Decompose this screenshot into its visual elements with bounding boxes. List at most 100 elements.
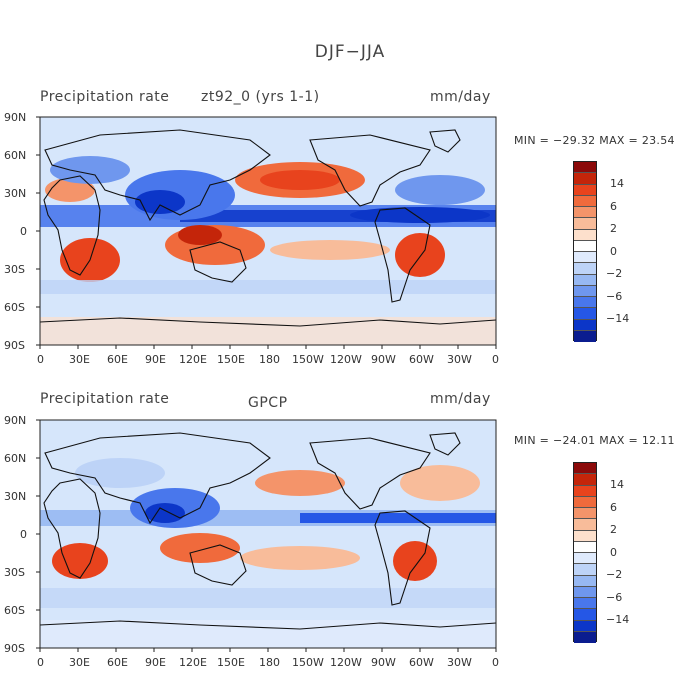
- colorbar-swatch: [574, 553, 596, 565]
- top-lon-label-120w: 120W: [330, 353, 362, 366]
- bottom-lon-label-0-end: 0: [492, 656, 499, 669]
- colorbar-swatch: [574, 485, 596, 497]
- top-panel-variable-label: Precipitation rate: [40, 89, 170, 105]
- bottom-tick-marks: [36, 419, 497, 652]
- colorbar-swatch: [574, 274, 596, 286]
- top-panel-case-label: zt92_0 (yrs 1-1): [201, 89, 320, 105]
- bottom-lon-label-60w: 60W: [409, 656, 434, 669]
- bottom-colorbar-label-m2: −2: [606, 568, 623, 581]
- bottom-colorbar-label-14: 14: [610, 478, 624, 491]
- colorbar-swatch: [574, 631, 596, 643]
- top-lon-label-0-end: 0: [492, 353, 499, 366]
- top-lon-label-30e: 30E: [69, 353, 90, 366]
- top-lat-label-60n: 60N: [4, 149, 27, 162]
- top-lon-label-0: 0: [37, 353, 44, 366]
- top-lon-label-30w: 30W: [447, 353, 472, 366]
- bottom-lon-label-120e: 120E: [179, 656, 207, 669]
- top-lon-label-60e: 60E: [107, 353, 128, 366]
- bottom-lon-label-0: 0: [37, 656, 44, 669]
- bottom-panel-case-label: GPCP: [248, 395, 288, 411]
- top-lat-label-90n: 90N: [4, 111, 27, 124]
- bottom-colorbar-label-2: 2: [610, 523, 617, 536]
- colorbar-swatch: [574, 586, 596, 598]
- colorbar-swatch: [574, 463, 596, 475]
- colorbar-swatch: [574, 541, 596, 553]
- colorbar-swatch: [574, 195, 596, 207]
- colorbar-swatch: [574, 229, 596, 241]
- top-lon-label-90e: 90E: [145, 353, 166, 366]
- bottom-lon-label-120w: 120W: [330, 656, 362, 669]
- bottom-lat-label-30s: 30S: [4, 566, 25, 579]
- top-tick-marks: [36, 116, 497, 349]
- colorbar-swatch: [574, 184, 596, 196]
- bottom-lat-label-90n: 90N: [4, 414, 27, 427]
- top-lon-label-180: 180: [259, 353, 280, 366]
- top-lon-label-90w: 90W: [371, 353, 396, 366]
- top-colorbar-label-2: 2: [610, 222, 617, 235]
- top-lat-label-90s: 90S: [4, 339, 25, 352]
- top-lon-label-150e: 150E: [217, 353, 245, 366]
- bottom-colorbar-label-m14: −14: [606, 613, 630, 626]
- bottom-lat-label-90s: 90S: [4, 642, 25, 655]
- top-lon-label-120e: 120E: [179, 353, 207, 366]
- bottom-panel-units-label: mm/day: [430, 391, 491, 407]
- top-lon-label-60w: 60W: [409, 353, 434, 366]
- bottom-panel-minmax: MIN = −24.01 MAX = 12.11: [514, 434, 675, 447]
- top-panel-minmax: MIN = −29.32 MAX = 23.54: [514, 134, 675, 147]
- bottom-coastlines: [40, 432, 496, 630]
- bottom-lat-label-30n: 30N: [4, 490, 27, 503]
- bottom-lon-label-30e: 30E: [69, 656, 90, 669]
- colorbar-swatch: [574, 564, 596, 576]
- top-colorbar: [573, 161, 597, 342]
- bottom-colorbar-label-0: 0: [610, 546, 617, 559]
- colorbar-swatch: [574, 207, 596, 219]
- colorbar-swatch: [574, 162, 596, 174]
- bottom-colorbar: [573, 462, 597, 643]
- top-colorbar-label-m2: −2: [606, 267, 623, 280]
- colorbar-swatch: [574, 508, 596, 520]
- bottom-map-plot: [36, 419, 497, 652]
- top-lat-label-60s: 60S: [4, 301, 25, 314]
- bottom-lat-label-60s: 60S: [4, 604, 25, 617]
- top-coastlines: [40, 129, 496, 327]
- colorbar-swatch: [574, 240, 596, 252]
- bottom-lon-label-150w: 150W: [292, 656, 324, 669]
- bottom-lat-label-eq: 0: [20, 528, 27, 541]
- colorbar-swatch: [574, 330, 596, 342]
- top-lat-label-eq: 0: [20, 225, 27, 238]
- colorbar-swatch: [574, 575, 596, 587]
- bottom-lon-label-30w: 30W: [447, 656, 472, 669]
- top-colorbar-label-14: 14: [610, 177, 624, 190]
- top-lat-label-30s: 30S: [4, 263, 25, 276]
- bottom-lat-label-60n: 60N: [4, 452, 27, 465]
- colorbar-swatch: [574, 173, 596, 185]
- top-colorbar-label-m14: −14: [606, 312, 630, 325]
- colorbar-swatch: [574, 252, 596, 264]
- colorbar-swatch: [574, 519, 596, 531]
- top-colorbar-label-0: 0: [610, 245, 617, 258]
- bottom-lon-label-90e: 90E: [145, 656, 166, 669]
- colorbar-swatch: [574, 319, 596, 331]
- colorbar-swatch: [574, 285, 596, 297]
- bottom-colorbar-label-m6: −6: [606, 591, 623, 604]
- colorbar-swatch: [574, 474, 596, 486]
- bottom-lon-label-150e: 150E: [217, 656, 245, 669]
- colorbar-swatch: [574, 308, 596, 320]
- colorbar-swatch: [574, 530, 596, 542]
- colorbar-swatch: [574, 620, 596, 632]
- bottom-panel-variable-label: Precipitation rate: [40, 391, 170, 407]
- top-colorbar-label-m6: −6: [606, 290, 623, 303]
- colorbar-swatch: [574, 496, 596, 508]
- bottom-lon-label-60e: 60E: [107, 656, 128, 669]
- colorbar-swatch: [574, 297, 596, 309]
- top-panel-units-label: mm/day: [430, 89, 491, 105]
- main-title: DJF−JJA: [314, 42, 386, 62]
- top-colorbar-label-6: 6: [610, 200, 617, 213]
- top-lon-label-150w: 150W: [292, 353, 324, 366]
- colorbar-swatch: [574, 218, 596, 230]
- bottom-colorbar-label-6: 6: [610, 501, 617, 514]
- bottom-lon-label-90w: 90W: [371, 656, 396, 669]
- top-precip-field: [40, 117, 496, 345]
- top-lat-label-30n: 30N: [4, 187, 27, 200]
- colorbar-swatch: [574, 263, 596, 275]
